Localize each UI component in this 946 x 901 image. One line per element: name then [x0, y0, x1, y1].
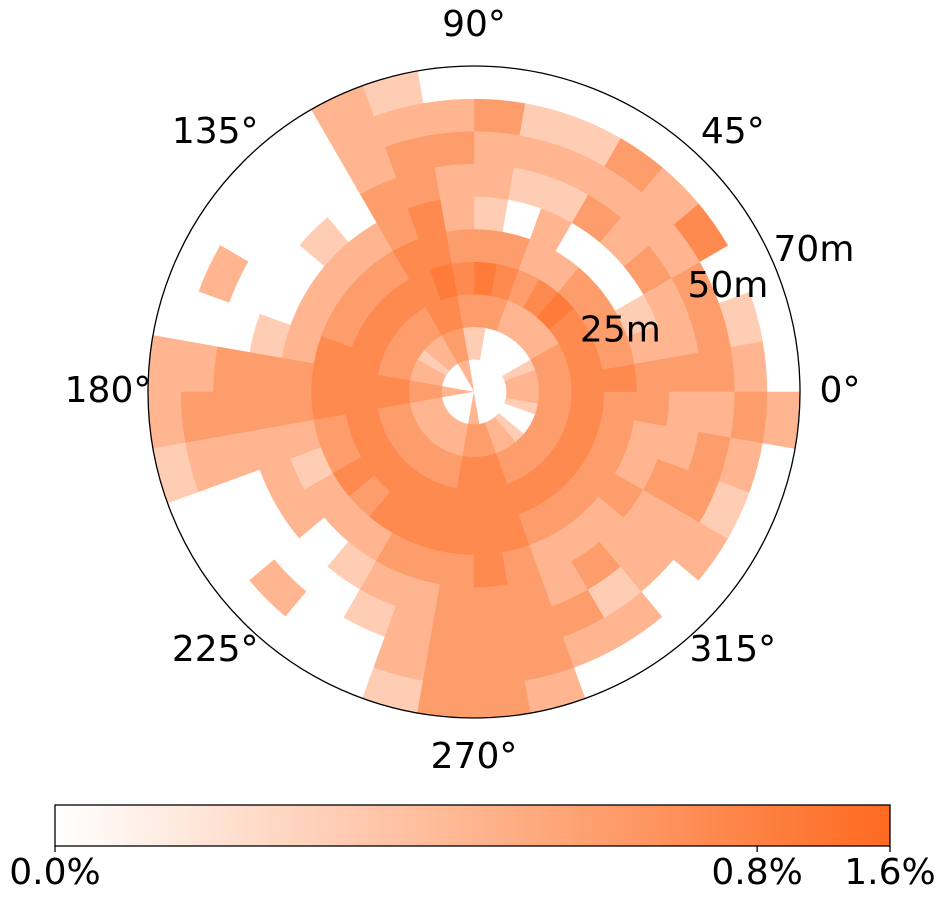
- heat-cell: [634, 357, 670, 393]
- r-tick-label: 50m: [687, 265, 768, 306]
- theta-tick-label: 180°: [65, 370, 152, 411]
- heat-cell: [473, 680, 531, 719]
- heat-cell: [730, 340, 768, 393]
- heat-cell: [278, 391, 314, 427]
- heat-cell: [422, 648, 475, 686]
- heat-cell: [417, 680, 475, 719]
- heat-cell: [245, 391, 282, 432]
- heat-cell: [473, 648, 526, 686]
- heat-cell: [147, 335, 186, 393]
- heat-cell: [473, 616, 520, 654]
- heat-cell: [473, 130, 520, 168]
- polar-frame: [147, 65, 801, 719]
- heat-cell: [730, 391, 768, 444]
- heat-cell: [698, 346, 736, 393]
- heat-cell: [278, 357, 314, 393]
- heat-cell: [212, 346, 250, 393]
- heat-cell: [473, 552, 509, 588]
- heat-cell: [180, 340, 218, 393]
- heat-cell: [147, 391, 186, 449]
- heat-cell: [212, 391, 250, 438]
- heat-cell: [473, 98, 526, 136]
- heat-cell: [428, 616, 475, 654]
- heat-cell: [698, 391, 736, 438]
- colorbar-tick-label: 0.0%: [9, 852, 100, 893]
- theta-tick-label: 270°: [431, 736, 518, 777]
- heat-cell: [434, 584, 475, 621]
- heat-cell: [473, 584, 514, 621]
- heat-cell: [245, 352, 282, 393]
- heat-cell: [473, 65, 531, 104]
- heat-cell: [762, 391, 801, 449]
- heat-cell: [439, 196, 475, 232]
- theta-tick-label: 0°: [820, 370, 861, 411]
- heat-cell: [634, 391, 670, 427]
- r-tick-label: 25m: [580, 309, 661, 350]
- heatmap: [147, 65, 801, 719]
- heat-cell: [180, 391, 218, 444]
- heat-cell: [422, 98, 475, 136]
- theta-tick-label: 225°: [172, 629, 259, 670]
- r-tick-label: 70m: [774, 229, 855, 270]
- theta-tick-label: 45°: [701, 111, 765, 152]
- heat-cell: [439, 552, 475, 588]
- heat-cell: [428, 130, 475, 168]
- heat-cell: [666, 391, 703, 432]
- colorbar-tick-label: 0.8%: [711, 852, 802, 893]
- theta-tick-label: 90°: [442, 4, 506, 45]
- theta-tick-label: 315°: [689, 629, 776, 670]
- colorbar-tick-label: 1.6%: [844, 852, 935, 893]
- colorbar: [54, 804, 891, 847]
- heat-cell: [473, 163, 514, 200]
- theta-tick-label: 135°: [172, 111, 259, 152]
- heat-cell: [666, 352, 703, 393]
- heat-cell: [762, 335, 801, 393]
- heat-cell: [434, 163, 475, 200]
- heat-cell: [473, 196, 509, 232]
- heat-cell: [417, 65, 475, 104]
